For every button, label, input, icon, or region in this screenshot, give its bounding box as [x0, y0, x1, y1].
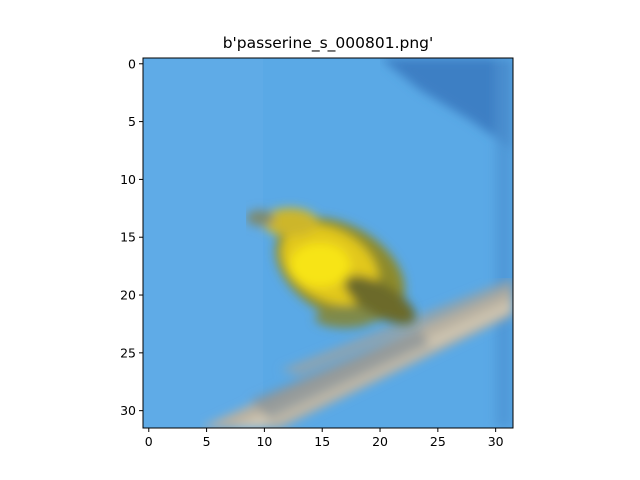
x-tick-label: 5: [203, 434, 211, 449]
y-tick-label: 15: [120, 230, 136, 245]
branch: [200, 278, 513, 428]
x-tick-label: 0: [145, 434, 153, 449]
y-tick-label: 30: [120, 403, 136, 418]
y-tick-label: 25: [120, 345, 136, 360]
axes-frame: [142, 57, 514, 429]
x-tick-label: 25: [430, 434, 446, 449]
x-axis: 0 5 10 15 20 25 30: [145, 428, 504, 449]
x-tick-label: 15: [314, 434, 330, 449]
bird-image: [143, 58, 513, 428]
y-axis: 0 5 10 15 20 25 30: [120, 56, 143, 418]
y-tick-label: 20: [120, 288, 136, 303]
x-tick-label: 20: [372, 434, 388, 449]
x-tick-label: 10: [256, 434, 272, 449]
bird: [246, 208, 416, 328]
y-tick-label: 0: [128, 56, 136, 71]
y-tick-label: 5: [128, 114, 136, 129]
x-tick-label: 30: [488, 434, 504, 449]
y-tick-label: 10: [120, 172, 136, 187]
image-title: b'passerine_s_000801.png': [222, 34, 434, 52]
